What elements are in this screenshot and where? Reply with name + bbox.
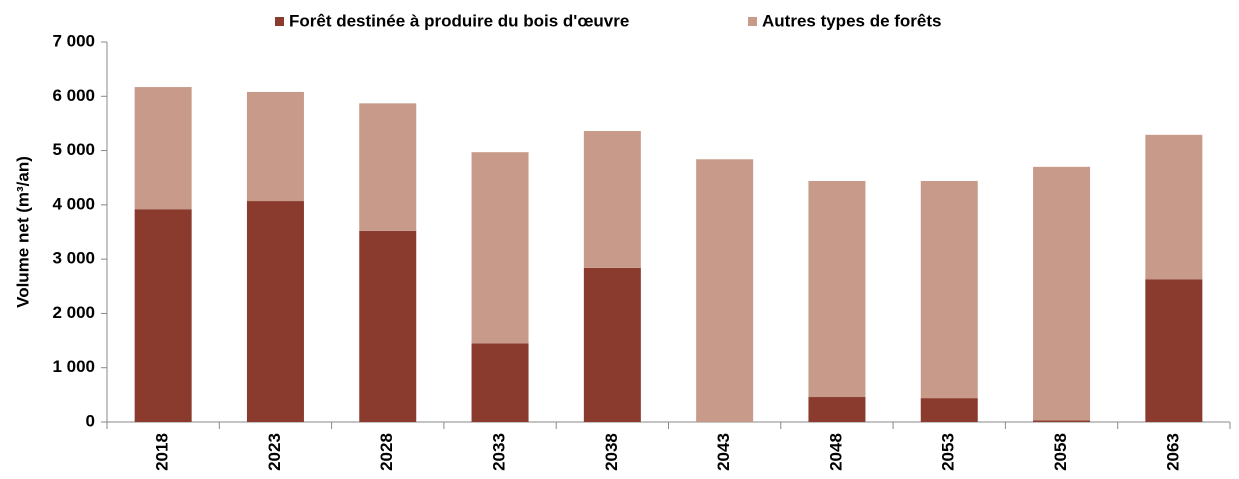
bar-segment [246,91,304,202]
bar-segment [583,267,641,422]
y-tick-label: 0 [86,411,95,430]
y-tick-label: 1 000 [52,357,95,376]
bar-segment [920,398,978,422]
legend-swatch [748,17,757,26]
legend-label: Forêt destinée à produire du bois d'œuvr… [289,11,629,30]
y-axis-label: Volume net (m³/an) [13,156,32,308]
y-tick-label: 5 000 [52,140,95,159]
bar-segment [134,209,192,422]
bar-segment [471,152,529,344]
x-tick-label: 2033 [490,433,509,471]
bar-segment [1145,279,1203,422]
legend-label: Autres types de forêts [762,11,942,30]
x-tick-label: 2043 [714,433,733,471]
x-tick-label: 2063 [1163,433,1182,471]
bar-segment [134,87,192,210]
y-tick-label: 2 000 [52,303,95,322]
bar-segment [246,201,304,422]
bar-segment [920,180,978,399]
bar-segment [583,131,641,268]
bar-segment [1033,166,1091,421]
x-tick-label: 2053 [939,433,958,471]
bar-segment [1145,134,1203,280]
y-tick-label: 6 000 [52,86,95,105]
x-tick-label: 2028 [377,433,396,471]
x-tick-label: 2023 [265,433,284,471]
x-tick-label: 2018 [153,433,172,471]
bar-segment [696,159,754,422]
y-tick-label: 7 000 [52,31,95,50]
x-tick-label: 2048 [826,433,845,471]
bar-segment [1033,420,1091,422]
bar-segment [359,103,417,231]
y-tick-label: 3 000 [52,249,95,268]
bar-segment [808,180,866,398]
bar-segment [808,397,866,422]
x-tick-label: 2058 [1051,433,1070,471]
bar-segment [471,343,529,422]
y-tick-label: 4 000 [52,194,95,213]
bar-segment [359,230,417,422]
x-tick-label: 2038 [602,433,621,471]
legend-swatch [275,17,284,26]
